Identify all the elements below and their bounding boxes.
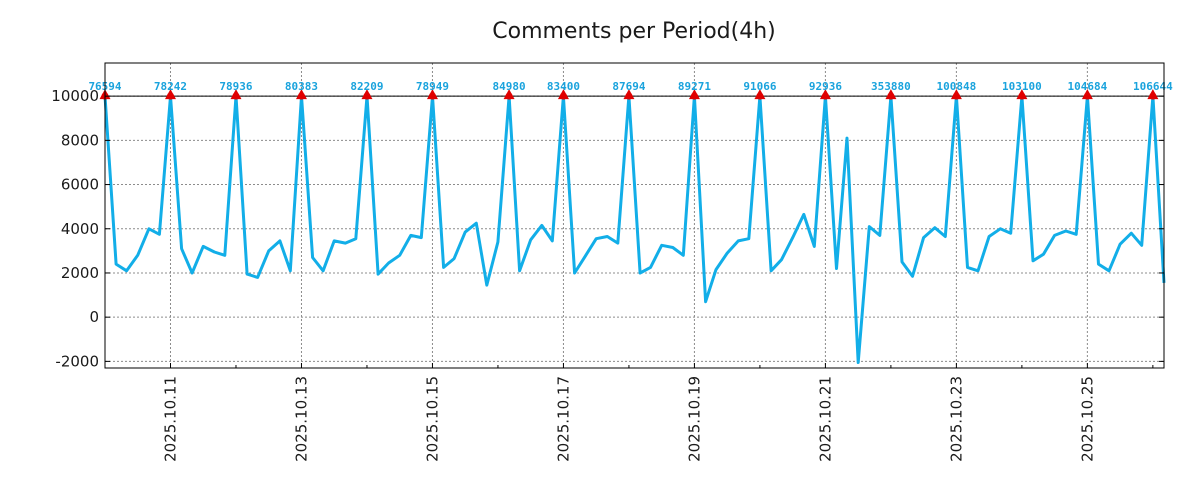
x-tick-label: 2025.10.23 [947, 376, 965, 462]
y-tick-label: -2000 [55, 352, 99, 370]
peak-marker-dot [232, 92, 240, 100]
x-tick-label: 2025.10.15 [423, 376, 441, 462]
x-tick-label: 2025.10.11 [161, 376, 179, 462]
x-tick-label: 2025.10.25 [1078, 376, 1096, 462]
series-line-comments [103, 94, 1166, 364]
peak-label: 92936 [809, 80, 842, 93]
series-layer [103, 94, 1166, 364]
peak-marker-dot [690, 92, 698, 100]
y-tick-label: 6000 [61, 176, 99, 194]
peak-marker-dot [166, 92, 174, 100]
chart-title: Comments per Period(4h) [492, 19, 776, 44]
peak-marker-dot [1149, 92, 1157, 100]
y-tick-label: 0 [89, 308, 99, 326]
peak-marker-dot [297, 92, 305, 100]
plot-frame [104, 62, 1165, 369]
peak-label: 106644 [1133, 80, 1173, 93]
peak-label: 89271 [678, 80, 711, 93]
peak-label: 82209 [350, 80, 383, 93]
peak-marker-dot [821, 92, 829, 100]
peak-marker-dot [428, 92, 436, 100]
grid-layer [105, 63, 1164, 368]
peak-label: 103100 [1002, 80, 1042, 93]
peak-marker-dot [505, 92, 513, 100]
peak-label: 78936 [219, 80, 252, 93]
x-tick-label: 2025.10.13 [292, 376, 310, 462]
y-tick-label: 4000 [61, 220, 99, 238]
y-tick-label: 10000 [51, 87, 99, 105]
peak-marker-dot [887, 92, 895, 100]
peak-marker-dot [952, 92, 960, 100]
peak-label: 80383 [285, 80, 318, 93]
x-tick-label: 2025.10.17 [554, 376, 572, 462]
peak-marker-dot [625, 92, 633, 100]
peak-label: 78949 [416, 80, 449, 93]
peak-marker-dot [1083, 92, 1091, 100]
y-tick-label: 2000 [61, 264, 99, 282]
peak-label: 84980 [493, 80, 526, 93]
peak-marker-dot [363, 92, 371, 100]
x-tick-label: 2025.10.19 [685, 376, 703, 462]
peak-layer: 76594 78242 78936 80383 82209 78949 84980 83400… [88, 80, 1173, 100]
peak-label: 100848 [937, 80, 977, 93]
peak-marker-dot [1018, 92, 1026, 100]
peak-label: 78242 [154, 80, 187, 93]
peak-marker-dot [756, 92, 764, 100]
y-tick-label: 8000 [61, 131, 99, 149]
peak-label: 87694 [612, 80, 645, 93]
peak-label: 353880 [871, 80, 911, 93]
x-tick-label: 2025.10.21 [816, 376, 834, 462]
peak-label: 104684 [1067, 80, 1107, 93]
peak-marker-dot [559, 92, 567, 100]
axis-layer: -2000 0 2000 4000 6000 8000 10000 2025.10.11 202… [51, 87, 1164, 462]
peak-label: 83400 [547, 80, 580, 93]
peak-label: 91066 [743, 80, 776, 93]
